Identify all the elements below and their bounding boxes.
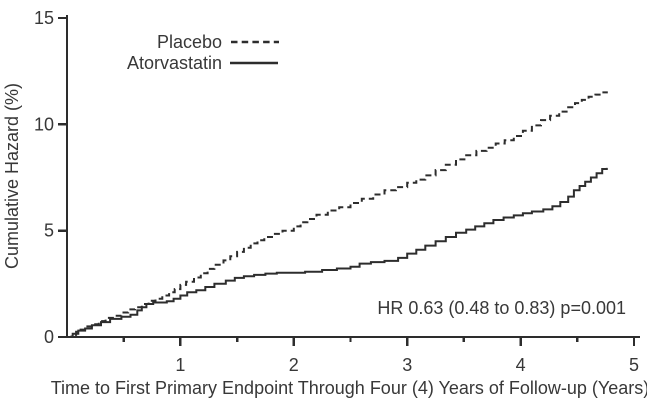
hazard-ratio-annotation: HR 0.63 (0.48 to 0.83) p=0.001 [377,298,626,318]
x-tick-label: 3 [402,355,412,375]
y-tick-label: 0 [44,327,54,347]
curves-layer [67,91,608,338]
legend: Placebo Atorvastatin [127,32,279,73]
curve-placebo [67,91,608,338]
y-tick-label: 15 [34,8,54,28]
x-tick-label: 4 [516,355,526,375]
axes-layer: 0 5 10 15 1 2 3 4 5 [34,8,640,375]
y-tick-label: 5 [44,221,54,241]
curve-atorvastatin [67,167,608,338]
y-tick-label: 10 [34,114,54,134]
x-tick-label: 1 [175,355,185,375]
legend-label-placebo: Placebo [157,32,222,52]
legend-label-atorvastatin: Atorvastatin [127,53,222,73]
x-tick-label: 2 [289,355,299,375]
y-axis-title: Cumulative Hazard (%) [2,83,22,269]
x-axis-title: Time to First Primary Endpoint Through F… [51,378,647,398]
x-tick-label: 5 [629,355,639,375]
